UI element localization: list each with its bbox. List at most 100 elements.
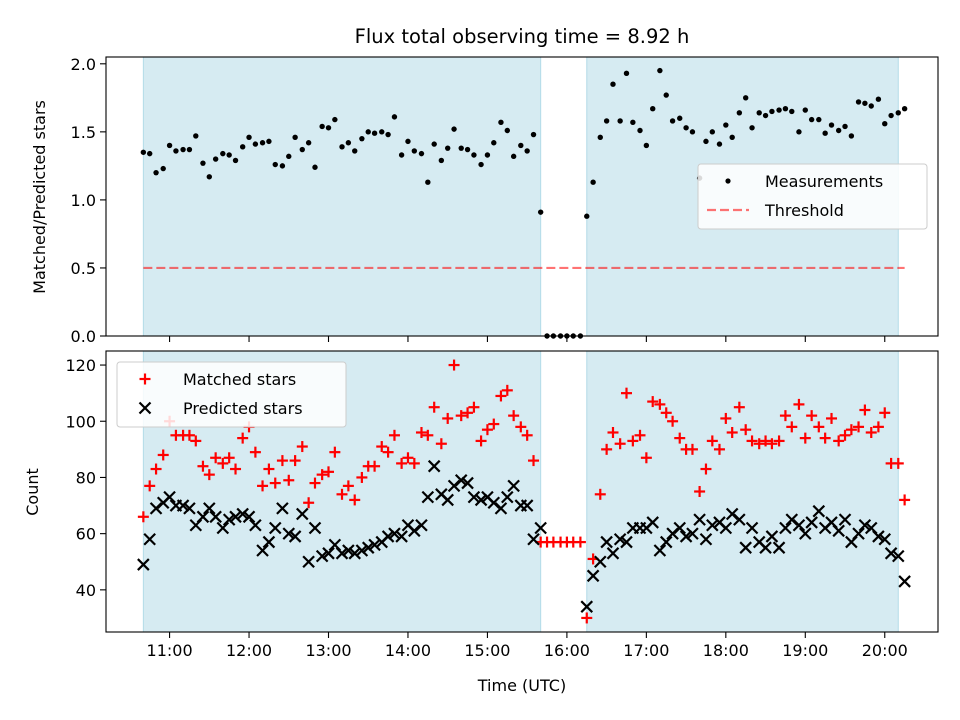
matched-star-point xyxy=(217,457,229,469)
bottom-y-tick-label: 40 xyxy=(76,581,96,600)
matched-star-point xyxy=(620,387,632,399)
measurement-point xyxy=(398,152,405,158)
matched-star-point xyxy=(853,421,865,433)
bottom-shaded-span-1 xyxy=(586,350,899,633)
matched-star-point xyxy=(356,471,368,483)
bottom-y-tick-label: 100 xyxy=(65,412,96,431)
matched-star-point xyxy=(521,429,533,441)
top-y-tick-label: 0.5 xyxy=(71,259,96,278)
predicted-star-point xyxy=(765,530,779,543)
measurement-point xyxy=(882,120,888,127)
measurement-point xyxy=(391,114,398,120)
predicted-star-point xyxy=(421,490,435,504)
matched-stars-points xyxy=(137,359,911,624)
predicted-star-point xyxy=(600,535,613,549)
measurement-point xyxy=(657,67,663,74)
measurement-point xyxy=(246,134,252,140)
predicted-star-point xyxy=(137,558,150,571)
matched-star-point xyxy=(706,435,718,447)
matched-star-point xyxy=(448,359,460,371)
measurement-point xyxy=(716,141,723,147)
measurement-point xyxy=(431,141,437,147)
predicted-star-point xyxy=(706,518,719,532)
predicted-star-point xyxy=(739,541,752,554)
measurement-point xyxy=(160,165,166,172)
matched-star-point xyxy=(826,412,838,424)
matched-star-point xyxy=(859,404,871,416)
matched-star-point xyxy=(303,497,315,509)
predicted-star-point xyxy=(395,530,408,543)
matched-star-point xyxy=(428,401,440,413)
matched-star-point xyxy=(899,494,911,506)
predicted-star-point xyxy=(799,527,812,540)
measurement-point xyxy=(319,123,325,130)
predicted-star-point xyxy=(315,549,329,563)
matched-star-point xyxy=(667,415,679,427)
matched-star-point xyxy=(660,407,672,419)
measurement-point xyxy=(186,146,193,153)
predicted-star-point xyxy=(858,518,872,532)
chart-title: Flux total observing time = 8.92 h xyxy=(355,25,690,48)
x-tick-label: 20:00 xyxy=(862,641,908,660)
measurement-point xyxy=(789,108,795,115)
predicted-star-point xyxy=(249,518,262,532)
matched-star-point xyxy=(581,612,593,624)
bottom-panel: 40 60 80 100 120 11:00 12:00 13:00 14:00 15:00 16… xyxy=(23,350,939,695)
measurement-point xyxy=(709,129,716,135)
matched-star-point xyxy=(329,446,341,458)
measurement-point xyxy=(445,145,451,151)
predicted-star-point xyxy=(308,521,322,535)
matched-star-point xyxy=(488,418,500,430)
measurement-point xyxy=(200,160,206,166)
measurement-point xyxy=(895,110,901,116)
predicted-star-point xyxy=(646,516,659,529)
measurement-point xyxy=(729,134,735,140)
bottom-y-axis-label: Count xyxy=(23,468,42,516)
predicted-star-point xyxy=(620,535,633,549)
matched-star-point xyxy=(323,466,335,478)
measurement-point xyxy=(425,179,431,185)
bottom-y-tick-label: 60 xyxy=(76,525,96,544)
top-y-ticks: 0.0 0.5 1.0 1.5 2.0 xyxy=(71,55,106,346)
measurement-point xyxy=(232,157,239,164)
measurement-point xyxy=(677,115,683,121)
measurement-point xyxy=(848,133,855,139)
measurement-point xyxy=(862,100,868,106)
measurement-point xyxy=(345,140,352,146)
predicted-star-point xyxy=(276,502,289,515)
legend-measurements-label: Measurements xyxy=(765,172,883,191)
measurement-point xyxy=(464,146,471,153)
measurement-point xyxy=(630,119,636,126)
top-y-tick-label: 1.0 xyxy=(71,191,96,210)
predicted-star-point xyxy=(282,527,296,540)
x-tick-label: 19:00 xyxy=(782,641,828,660)
predicted-star-point xyxy=(342,544,355,557)
matched-star-point xyxy=(614,438,626,450)
measurement-point xyxy=(385,131,391,138)
predicted-star-point xyxy=(884,547,898,560)
measurement-point xyxy=(822,130,828,136)
matched-star-point xyxy=(654,398,666,410)
predicted-star-point xyxy=(176,499,190,512)
predicted-star-point xyxy=(520,499,534,512)
measurement-point xyxy=(418,150,425,157)
measurement-point xyxy=(683,125,689,131)
matched-star-point xyxy=(601,443,613,455)
measurement-point xyxy=(901,106,908,112)
matched-star-point xyxy=(574,536,586,548)
measurement-point xyxy=(802,107,808,113)
measurement-point xyxy=(835,127,842,134)
bottom-legend: Matched stars Predicted stars xyxy=(116,361,347,428)
measurement-point xyxy=(371,130,378,136)
predicted-star-point xyxy=(693,513,706,526)
predicted-star-point xyxy=(348,547,362,560)
measurement-point xyxy=(299,146,305,153)
measurement-point xyxy=(769,108,775,115)
top-panel: 0.00.51.01.52.0 Matched/Predicted stars … xyxy=(30,55,939,346)
measurement-point xyxy=(491,140,497,146)
predicted-star-point xyxy=(779,521,792,535)
predicted-star-point xyxy=(322,547,335,560)
measurement-point xyxy=(279,163,286,169)
matched-star-point xyxy=(210,452,222,464)
matched-star-point xyxy=(190,435,202,447)
